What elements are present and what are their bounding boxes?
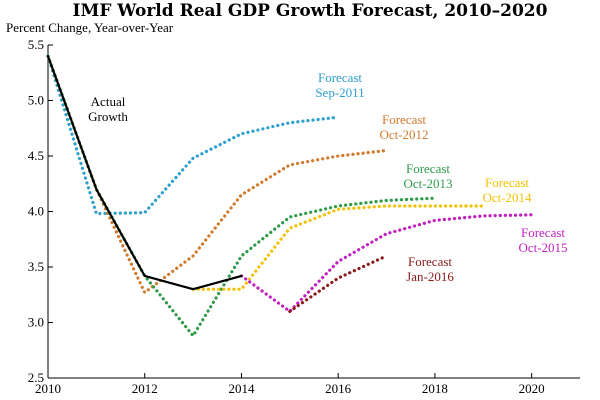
series-line-forecast-oct-2014 — [191, 204, 485, 291]
y-tick-label: 4.0 — [28, 204, 44, 219]
series-lines — [46, 54, 534, 338]
series-label-forecast-oct-2013: Forecast Oct-2013 — [403, 161, 452, 191]
y-tick-label: 5.0 — [28, 93, 44, 108]
series-label-forecast-oct-2012: Forecast Oct-2012 — [379, 112, 428, 142]
series-label-line: Forecast — [318, 70, 362, 85]
y-tick-label: 4.5 — [28, 148, 44, 163]
series-label-forecast-jan-2016: Forecast Jan-2016 — [406, 254, 454, 284]
series-label-forecast-oct-2015: Forecast Oct-2015 — [518, 225, 567, 255]
x-tick-label: 2018 — [422, 381, 448, 396]
series-label-actual-growth: Actual Growth — [88, 94, 128, 124]
series-label-line: Forecast — [521, 225, 565, 240]
x-tick-label: 2012 — [132, 381, 158, 396]
series-line-actual-growth — [46, 54, 243, 291]
series-label-line: Jan-2016 — [406, 269, 454, 284]
y-tick-label: 2.5 — [28, 370, 44, 385]
series-label-line: Oct-2012 — [379, 127, 428, 142]
series-line-forecast-oct-2015 — [239, 213, 534, 313]
series-label-line: Actual — [91, 94, 126, 109]
series-label-line: Oct-2013 — [403, 176, 452, 191]
series-line-forecast-jan-2016 — [288, 254, 389, 313]
chart-title: IMF World Real GDP Growth Forecast, 2010… — [73, 1, 548, 21]
y-tick-label: 3.5 — [28, 259, 44, 274]
series-label-line: Oct-2015 — [518, 240, 567, 255]
x-tick-label: 2020 — [519, 381, 545, 396]
series-label-line: Forecast — [485, 175, 529, 190]
series-label-line: Forecast — [382, 112, 426, 127]
chart-subtitle: Percent Change, Year-over-Year — [6, 20, 174, 35]
series-label-line: Forecast — [408, 254, 452, 269]
series-label-line: Forecast — [406, 161, 450, 176]
axes: 2.5 3.0 3.5 4.0 4.5 5.0 5.5 2010 2012 2014 2016 201… — [28, 37, 580, 396]
x-tick-label: 2010 — [35, 381, 61, 396]
series-label-line: Sep-2011 — [315, 85, 364, 100]
x-tick-label: 2014 — [228, 381, 255, 396]
series-label-line: Growth — [88, 109, 128, 124]
y-tick-label: 5.5 — [28, 37, 44, 52]
series-line-forecast-sep-2011 — [46, 54, 340, 216]
x-tick-label: 2016 — [325, 381, 352, 396]
series-label-forecast-oct-2014: Forecast Oct-2014 — [482, 175, 532, 205]
series-label-forecast-sep-2011: Forecast Sep-2011 — [315, 70, 364, 100]
y-tick-label: 3.0 — [28, 315, 44, 330]
series-label-line: Oct-2014 — [482, 190, 532, 205]
